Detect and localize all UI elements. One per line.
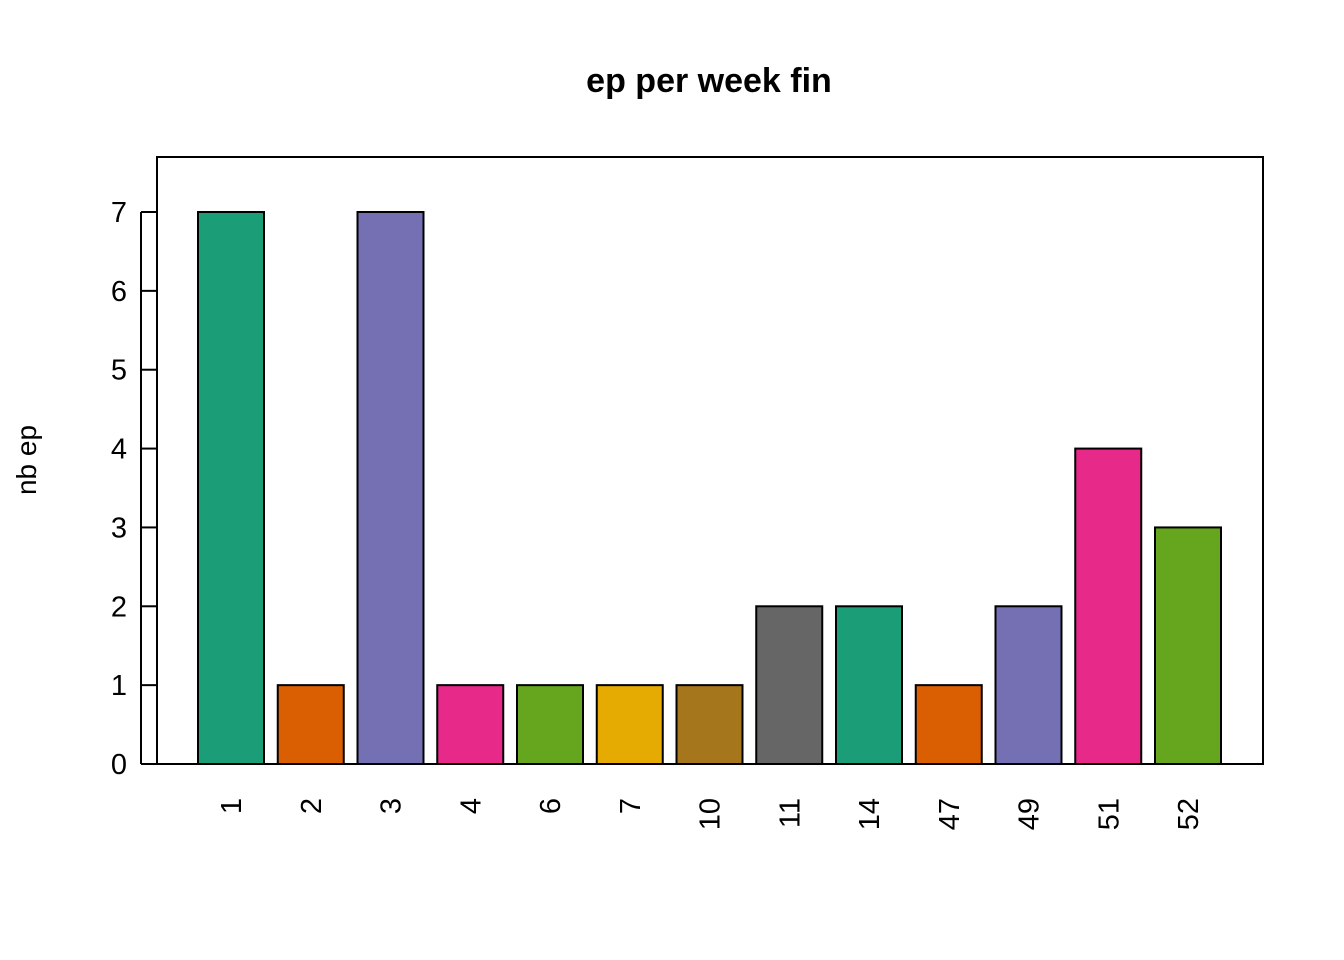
y-tick-label: 0	[111, 749, 127, 781]
x-tick-label: 4	[455, 798, 487, 814]
bar-52	[1154, 526, 1222, 766]
bar-3	[356, 211, 425, 765]
bar-7	[595, 684, 664, 766]
y-axis: 0 1 2 3 4 5 6 7	[111, 197, 157, 781]
bar-14	[835, 605, 903, 765]
x-tick-label: 52	[1173, 798, 1205, 830]
x-tick-label: 7	[615, 798, 647, 814]
x-tick-label: 51	[1093, 798, 1125, 830]
bar-10	[675, 684, 744, 766]
x-tick-label: 49	[1014, 798, 1046, 830]
x-tick-label: 14	[854, 798, 886, 830]
x-axis-tick-labels: 1 2 3 4 6 7 10 11 14 47 49 51 52	[216, 798, 1205, 830]
x-tick-label: 11	[774, 798, 806, 828]
bar-11	[755, 605, 824, 765]
y-tick-label: 1	[111, 670, 127, 702]
y-axis-label: nb ep	[11, 425, 42, 495]
x-tick-label: 47	[934, 798, 966, 830]
bar-2	[276, 684, 345, 766]
y-tick-label: 2	[111, 591, 127, 623]
bar-1	[197, 211, 265, 765]
bar-6	[516, 684, 584, 766]
x-tick-label: 6	[535, 798, 567, 814]
x-tick-label: 10	[695, 798, 727, 830]
bar-49	[994, 605, 1063, 765]
bar-51	[1074, 447, 1143, 765]
y-tick-label: 4	[111, 434, 127, 466]
bar-47	[914, 684, 983, 766]
x-tick-label: 3	[376, 798, 408, 814]
x-tick-label: 1	[216, 798, 248, 814]
chart-title: ep per week fin	[586, 62, 832, 100]
bars-group	[197, 211, 1222, 766]
bar-4	[436, 684, 505, 766]
y-tick-label: 6	[111, 276, 127, 308]
x-tick-label: 2	[296, 798, 328, 814]
y-tick-label: 7	[111, 197, 127, 229]
y-tick-label: 3	[111, 512, 127, 544]
y-tick-label: 5	[111, 355, 127, 387]
